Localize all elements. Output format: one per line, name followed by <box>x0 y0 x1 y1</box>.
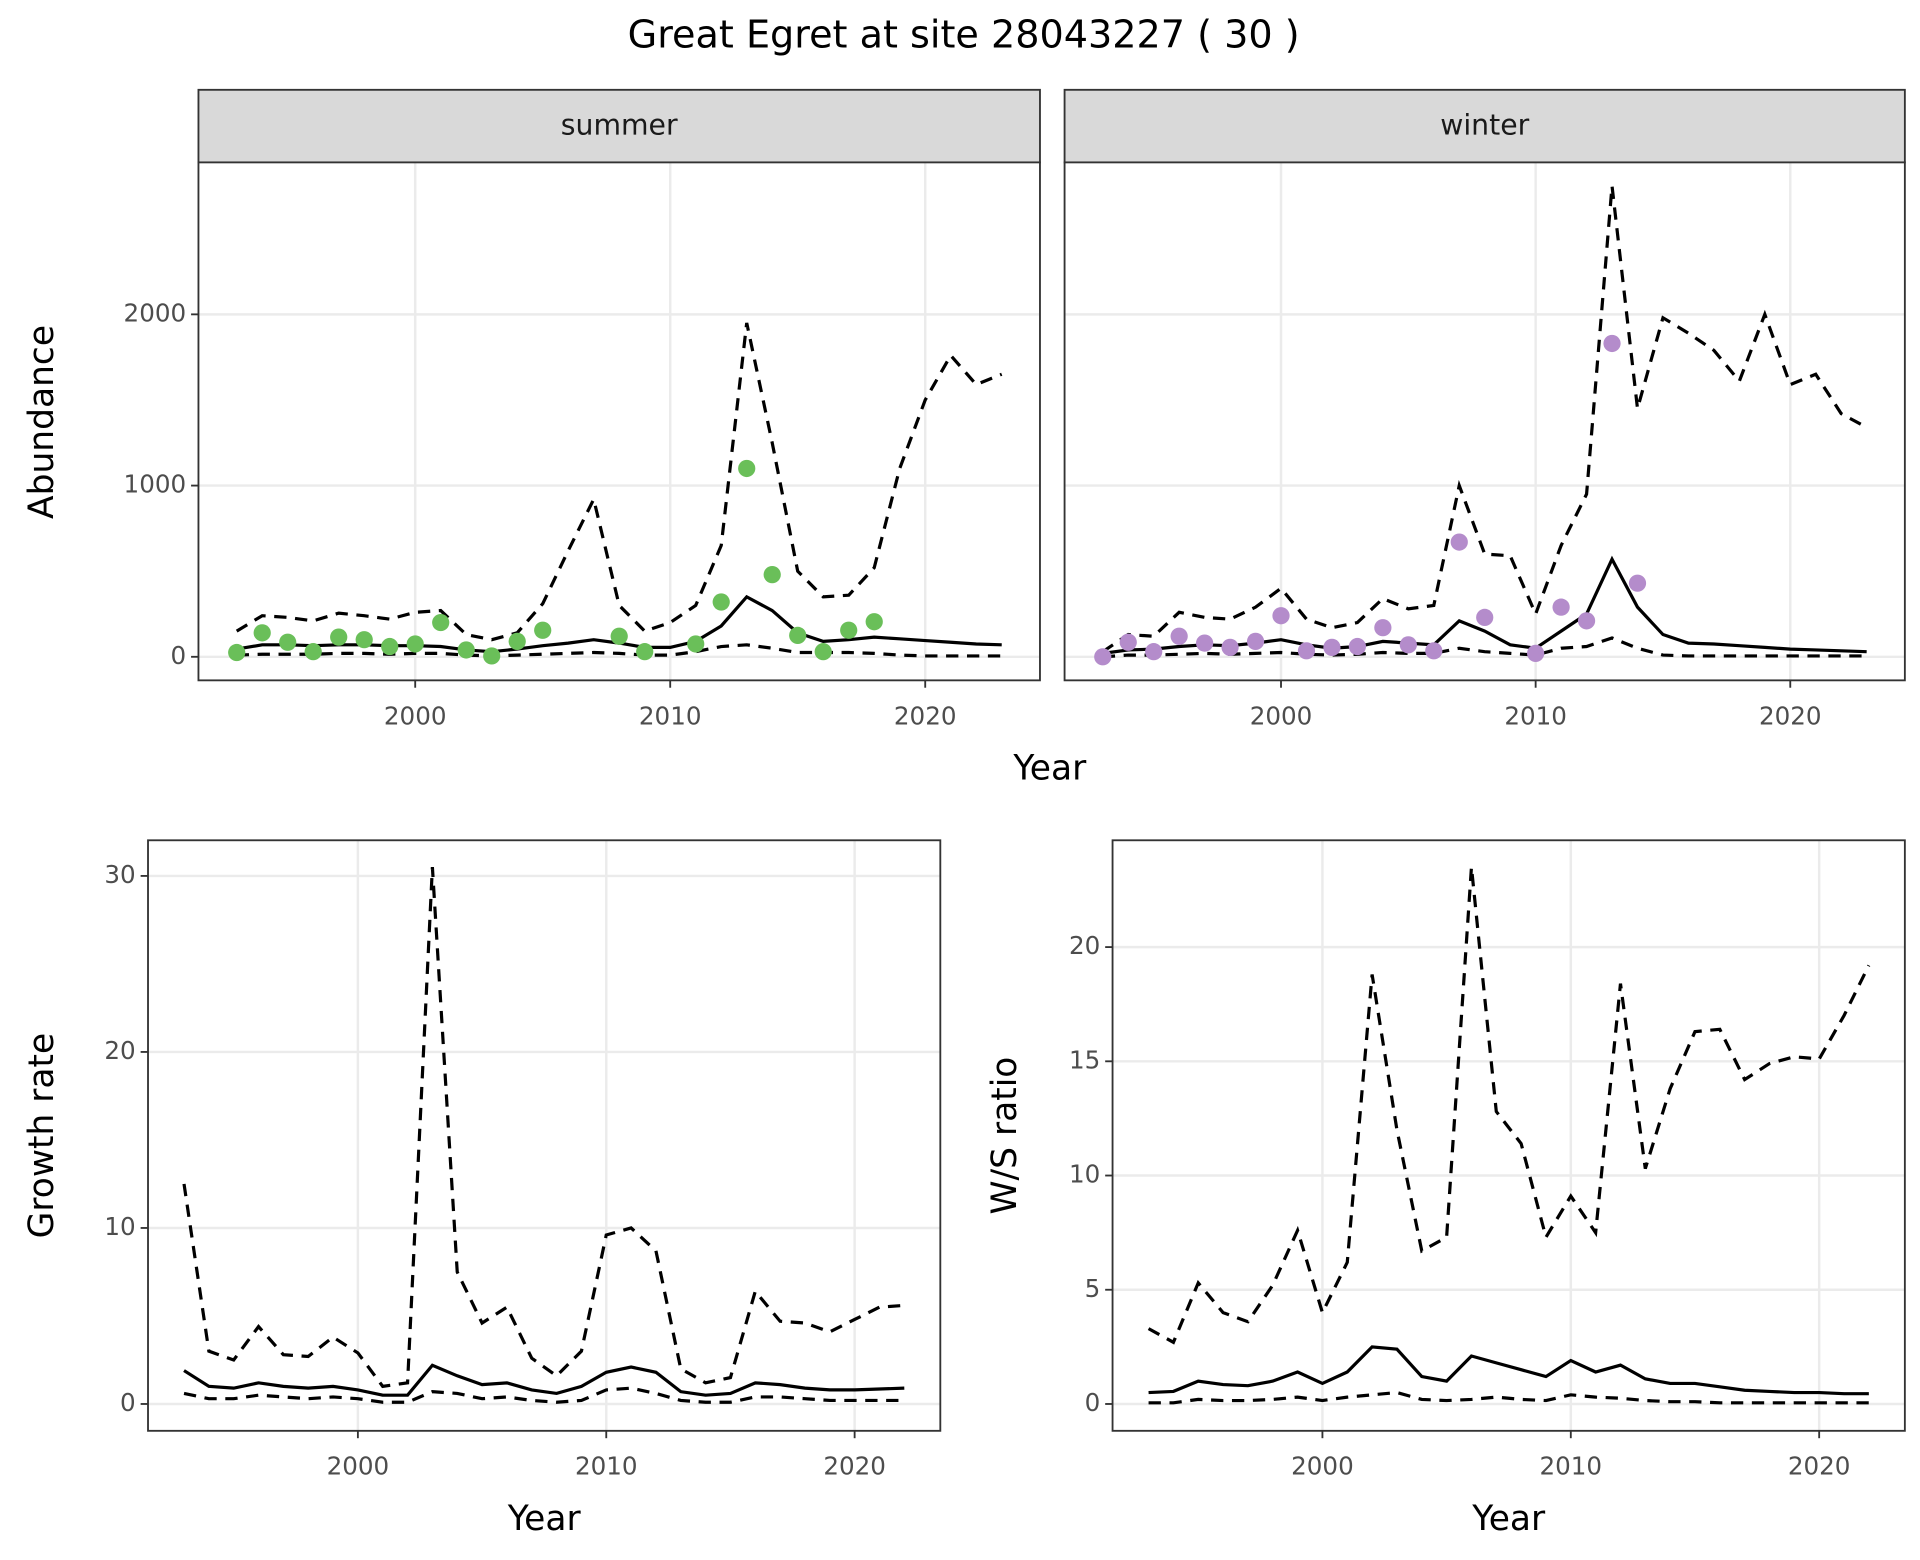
point <box>1577 612 1596 630</box>
x-tick-label: 2020 <box>1759 701 1822 730</box>
panel-border <box>197 161 1041 682</box>
point <box>508 632 526 651</box>
point <box>483 647 501 665</box>
point <box>253 624 271 642</box>
point <box>1374 619 1392 637</box>
point <box>814 643 832 661</box>
x-axis-title: Year <box>1012 749 1087 789</box>
point <box>738 459 756 478</box>
point <box>1628 574 1647 592</box>
point <box>432 613 450 632</box>
point <box>1145 643 1163 661</box>
point <box>534 621 552 639</box>
point <box>1527 644 1545 662</box>
panel-border <box>147 839 942 1432</box>
y-tick-label: 10 <box>1069 1160 1100 1189</box>
panel-background <box>1112 840 1905 1431</box>
point <box>712 593 730 611</box>
point <box>1476 608 1494 627</box>
point <box>1603 334 1621 353</box>
point <box>1450 533 1468 551</box>
point <box>1297 642 1316 660</box>
x-tick-label: 2000 <box>384 701 447 730</box>
interval-line <box>182 867 905 1389</box>
point <box>687 635 705 653</box>
y-tick-label: 5 <box>1085 1274 1101 1303</box>
point <box>228 643 246 662</box>
point <box>840 621 858 639</box>
x-tick-label: 2000 <box>1291 1452 1354 1481</box>
x-tick-label: 2020 <box>1788 1452 1851 1481</box>
interval-line <box>235 322 1003 642</box>
x-tick-label: 2000 <box>327 1452 390 1481</box>
point <box>1196 634 1214 652</box>
y-tick-label: 30 <box>104 860 135 889</box>
x-axis-title: Year <box>507 1499 582 1539</box>
point <box>1425 642 1443 660</box>
interval-line <box>183 1386 905 1404</box>
point <box>1246 632 1265 651</box>
y-tick-label: 0 <box>1085 1388 1101 1417</box>
interval-line <box>1148 1390 1869 1405</box>
point <box>355 631 373 649</box>
facet-label: winter <box>1440 109 1529 142</box>
facet-strip <box>197 88 1041 164</box>
y-tick-label: 0 <box>170 641 186 670</box>
x-tick-label: 2010 <box>1504 701 1567 730</box>
point <box>1399 636 1417 654</box>
point <box>406 635 424 653</box>
point <box>1170 627 1188 645</box>
interval-line <box>236 643 1002 658</box>
x-tick-label: 2020 <box>823 1452 886 1481</box>
median-line <box>183 1363 905 1397</box>
point <box>1221 638 1239 656</box>
x-tick-label: 2010 <box>639 701 702 730</box>
point <box>610 627 628 645</box>
panel-background <box>198 162 1040 681</box>
x-tick-label: 2000 <box>1250 701 1313 730</box>
panel-background <box>148 840 941 1431</box>
y-tick-label: 0 <box>120 1388 136 1417</box>
point <box>1552 598 1570 616</box>
median-line <box>1148 1345 1869 1396</box>
y-axis-title: W/S ratio <box>985 1057 1025 1215</box>
x-tick-label: 2020 <box>894 701 957 730</box>
y-tick-label: 15 <box>1069 1045 1100 1074</box>
point <box>1272 607 1290 625</box>
y-tick-label: 2000 <box>124 298 187 327</box>
y-axis-title: Growth rate <box>22 1033 62 1239</box>
x-axis-title: Year <box>1471 1499 1546 1539</box>
y-tick-label: 1000 <box>124 470 187 499</box>
y-axis-title: Abundance <box>22 325 62 519</box>
facet-label: summer <box>561 109 678 142</box>
x-tick-label: 2010 <box>575 1452 638 1481</box>
point <box>763 566 781 584</box>
point <box>304 643 322 661</box>
panel-border <box>1111 839 1906 1432</box>
point <box>330 628 348 646</box>
point <box>457 641 475 659</box>
figure-title: Great Egret at site 28043227 ( 30 ) <box>628 12 1300 56</box>
point <box>1348 637 1367 656</box>
y-tick-label: 10 <box>104 1212 135 1241</box>
point <box>381 637 399 656</box>
x-tick-label: 2010 <box>1540 1452 1603 1481</box>
panel-border <box>1063 161 1906 682</box>
point <box>865 613 883 631</box>
point <box>1094 648 1112 666</box>
panel-background <box>1064 162 1905 681</box>
interval-line <box>1147 866 1871 1345</box>
y-tick-label: 20 <box>1069 931 1100 960</box>
y-tick-label: 20 <box>104 1036 135 1065</box>
point <box>279 633 297 651</box>
point <box>1323 638 1341 656</box>
point <box>789 626 807 645</box>
point <box>636 643 654 661</box>
point <box>1119 633 1137 651</box>
